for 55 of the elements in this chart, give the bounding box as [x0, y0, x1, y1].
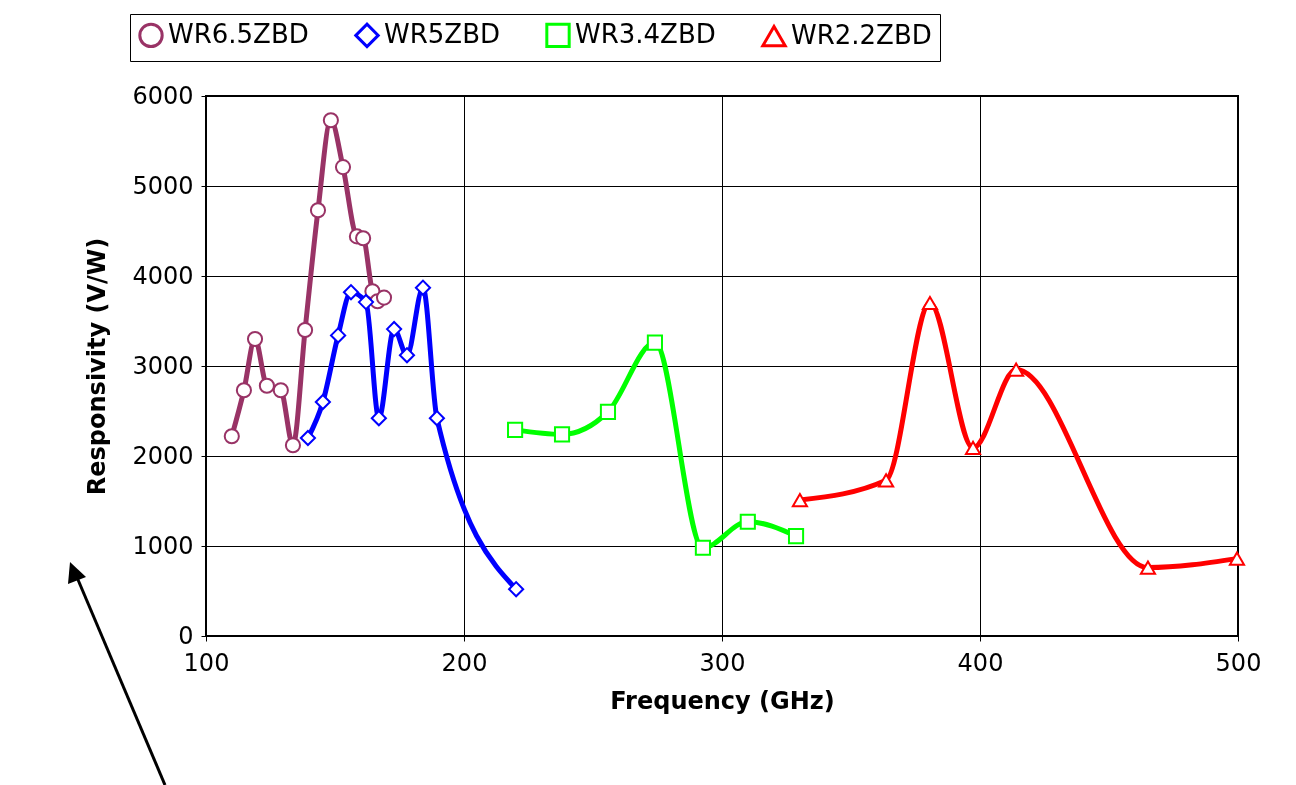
point [507, 421, 524, 438]
y-tick-label: 6000 [132, 81, 194, 110]
y-tick-label: 1000 [132, 531, 194, 560]
legend-label: WR3.4ZBD [575, 19, 716, 50]
point [314, 393, 331, 411]
point [1139, 560, 1157, 575]
point [386, 321, 403, 338]
point [246, 330, 264, 348]
y-tick-label: 2000 [132, 441, 194, 470]
y-axis-title: Responsivity (V/W) [83, 237, 112, 496]
point [428, 410, 445, 427]
x-tick-label: 400 [957, 648, 1004, 677]
point [235, 382, 252, 399]
point [309, 202, 327, 219]
point [694, 539, 711, 556]
point [299, 429, 316, 447]
y-tick-label: 5000 [132, 171, 194, 200]
point [330, 327, 347, 344]
point [1228, 551, 1246, 566]
point [878, 473, 895, 488]
x-tick-label: 100 [183, 648, 230, 677]
point [342, 284, 360, 301]
legend-label: WR2.2ZBD [791, 20, 932, 51]
point [375, 289, 393, 306]
point [921, 295, 939, 311]
x-tick-label: 300 [699, 648, 746, 677]
x-tick-label: 500 [1215, 648, 1262, 677]
legend-label: WR6.5ZBD [168, 19, 309, 50]
point [334, 159, 352, 176]
point [297, 321, 314, 339]
x-tick-label: 200 [441, 648, 488, 677]
point [787, 528, 805, 545]
point [553, 426, 571, 443]
point [791, 492, 808, 508]
point [223, 428, 240, 445]
point [357, 294, 375, 311]
point [1008, 362, 1025, 377]
x-axis-title: Frequency (GHz) [610, 686, 835, 715]
legend-label: WR5ZBD [384, 19, 500, 50]
y-tick-label: 3000 [132, 351, 194, 380]
point [508, 581, 525, 598]
y-tick-label: 0 [178, 621, 194, 650]
point [258, 377, 275, 394]
point [322, 112, 339, 129]
point [284, 437, 302, 454]
point [370, 410, 387, 427]
y-tick-label: 4000 [132, 261, 194, 290]
point [398, 347, 416, 364]
point [599, 403, 617, 420]
point [414, 279, 432, 296]
point [964, 440, 982, 456]
point [272, 382, 289, 399]
point [355, 230, 372, 247]
point [739, 513, 756, 530]
point [646, 334, 663, 351]
